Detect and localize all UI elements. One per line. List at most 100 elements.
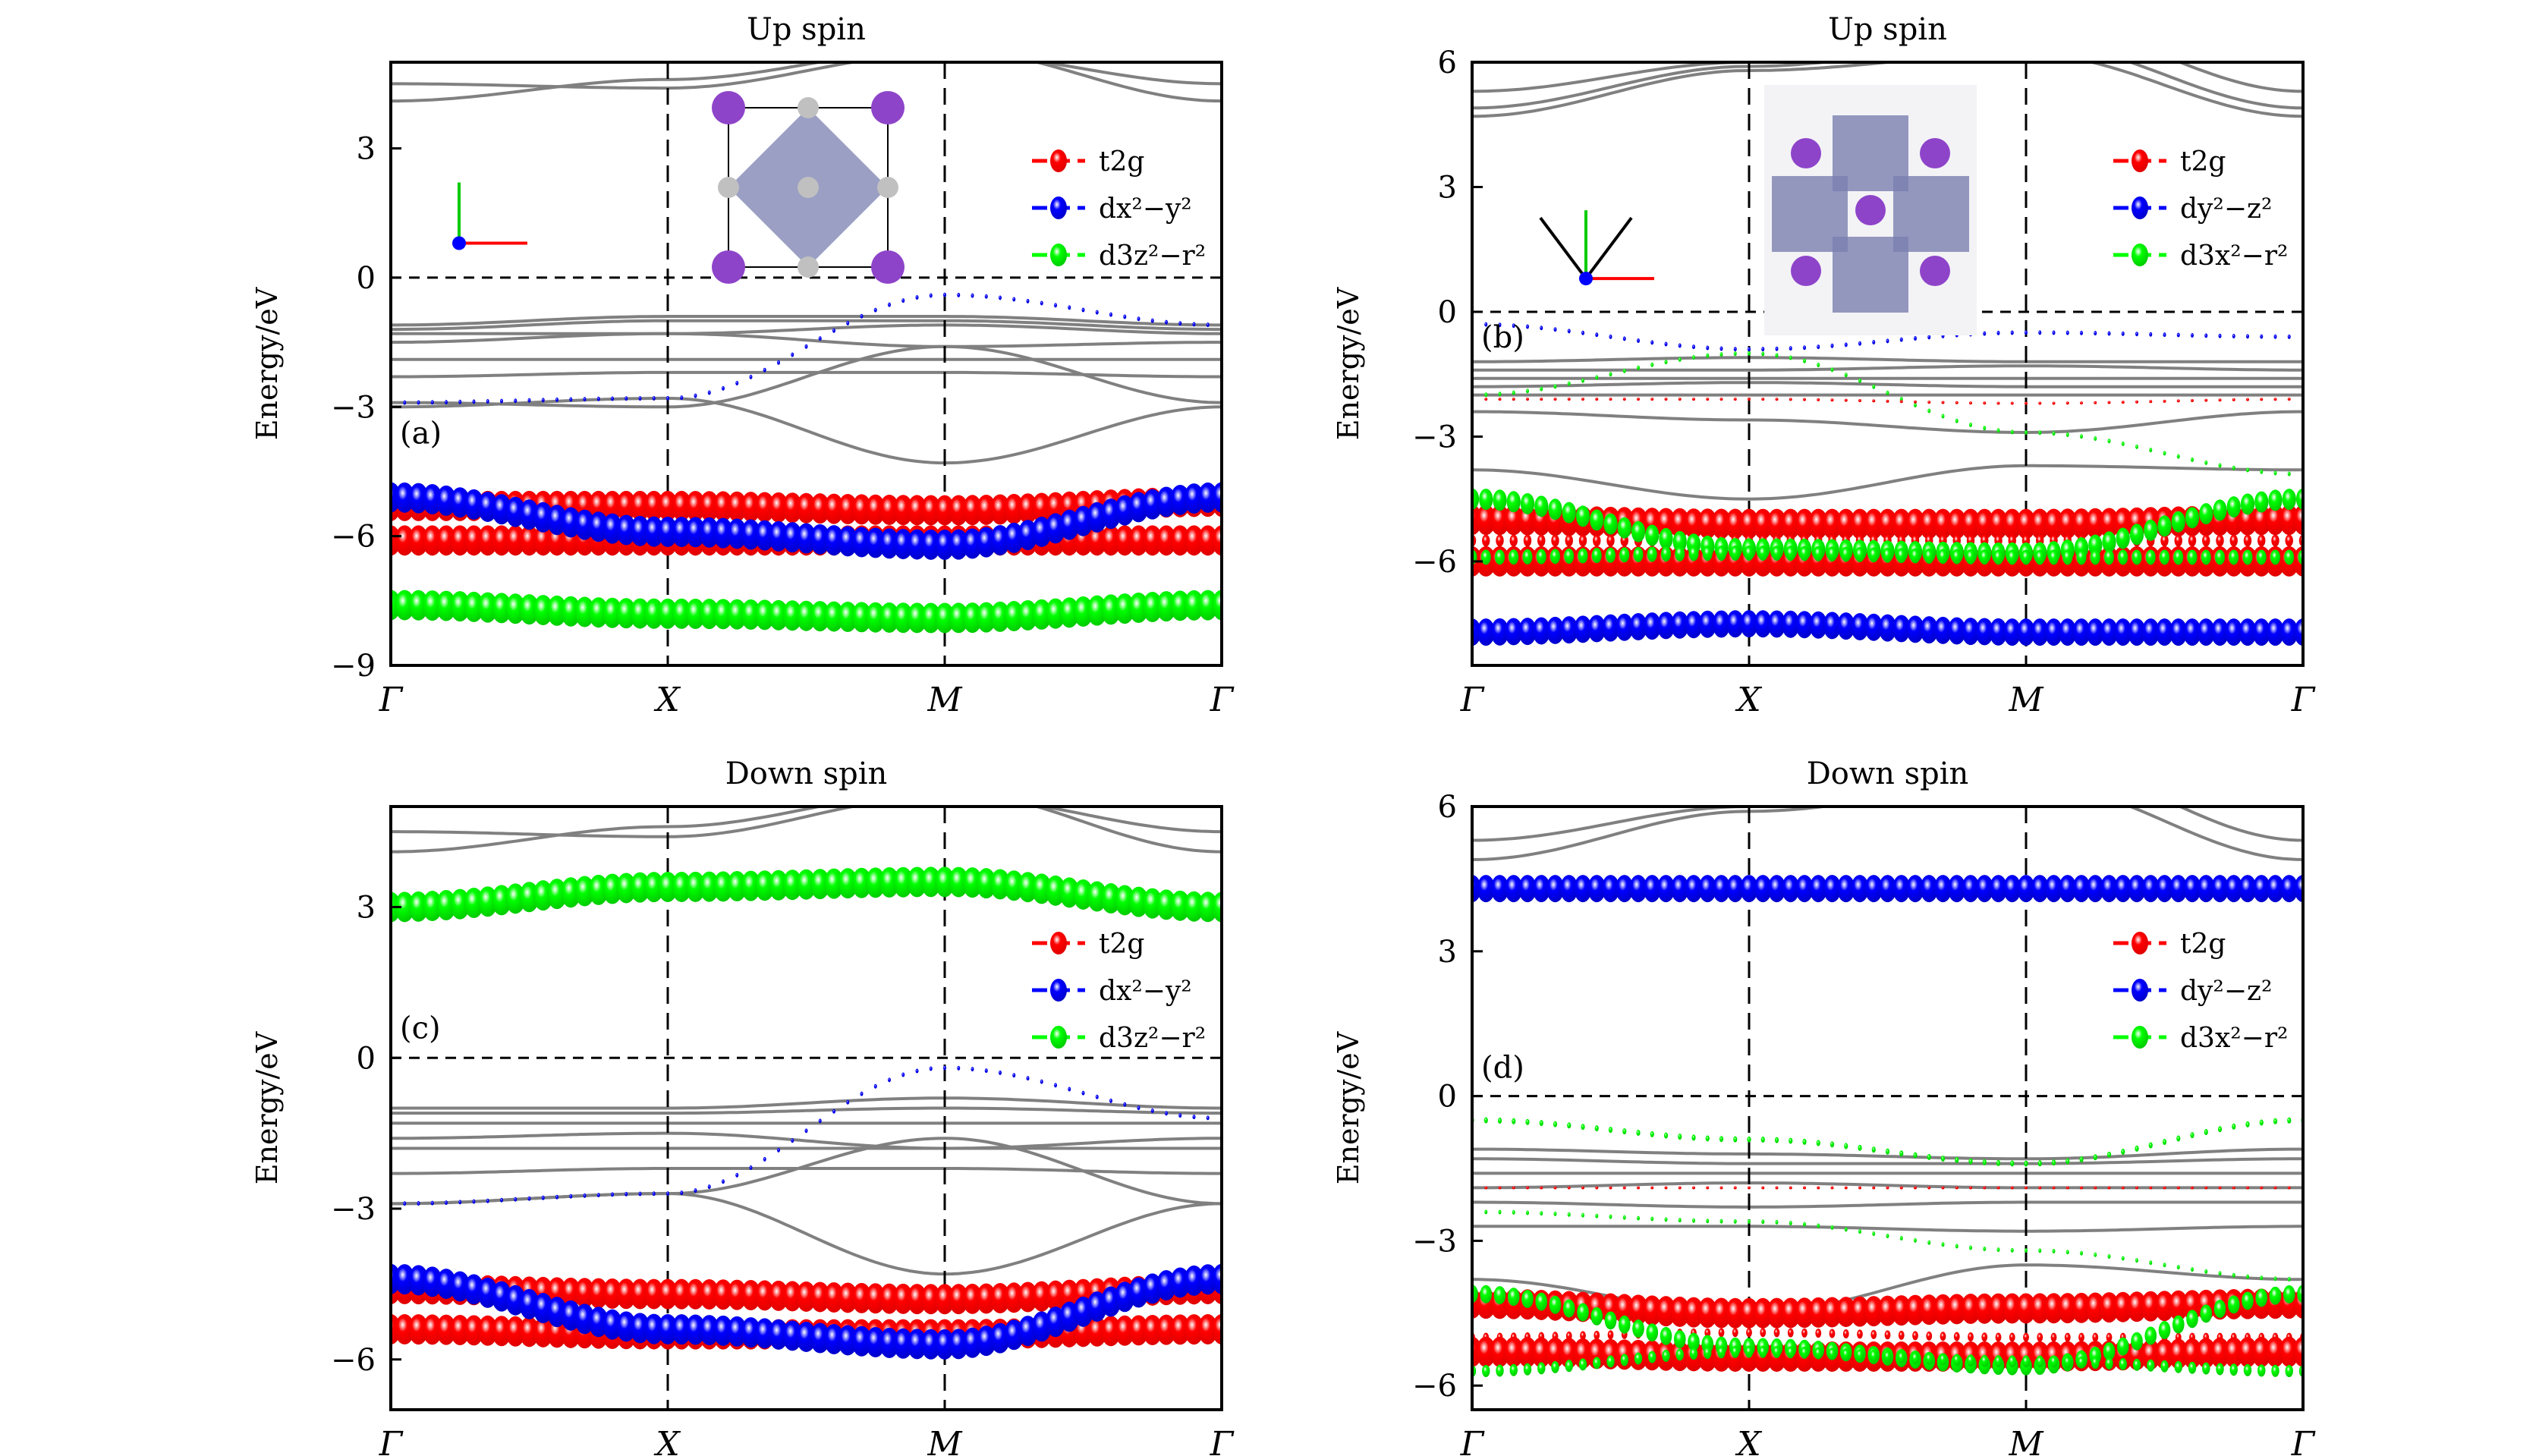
band-marker bbox=[1506, 491, 1521, 513]
band-marker bbox=[1212, 482, 1222, 513]
band-marker bbox=[1669, 546, 1690, 577]
band-marker bbox=[713, 1279, 733, 1310]
band-marker bbox=[1817, 1186, 1820, 1190]
band-marker bbox=[1885, 1148, 1890, 1155]
band-marker bbox=[949, 1284, 969, 1315]
band-marker bbox=[2031, 618, 2049, 646]
band-marker bbox=[1780, 1297, 1801, 1329]
band-marker bbox=[2160, 534, 2169, 547]
band-marker bbox=[907, 866, 927, 898]
band-marker bbox=[450, 1314, 470, 1345]
gray-band bbox=[391, 315, 1222, 327]
band-marker bbox=[2238, 1337, 2257, 1368]
band-marker bbox=[1165, 319, 1168, 325]
band-marker bbox=[962, 1283, 983, 1314]
band-marker bbox=[2077, 1356, 2086, 1369]
plot-area bbox=[1472, 807, 2303, 1410]
band-marker bbox=[2155, 875, 2174, 903]
band-marker bbox=[1844, 373, 1848, 378]
band-marker bbox=[2283, 1285, 2295, 1303]
gray-band bbox=[391, 807, 1222, 838]
band-marker bbox=[555, 397, 558, 402]
band-marker bbox=[672, 490, 692, 521]
band-marker bbox=[574, 1278, 595, 1309]
band-marker bbox=[1609, 1214, 1612, 1219]
band-marker bbox=[935, 602, 955, 634]
band-marker bbox=[2016, 1293, 2036, 1324]
band-marker bbox=[2246, 398, 2249, 401]
gray-band bbox=[1472, 1200, 2303, 1209]
band-marker bbox=[2191, 457, 2194, 462]
band-marker bbox=[1905, 508, 1925, 539]
band-marker bbox=[2202, 534, 2210, 547]
atom-icon bbox=[798, 177, 819, 198]
band-marker bbox=[1581, 378, 1584, 383]
band-marker bbox=[2038, 1186, 2042, 1190]
band-marker bbox=[1509, 1363, 1518, 1376]
band-marker bbox=[741, 492, 761, 523]
atom-icon bbox=[871, 91, 905, 124]
band-marker bbox=[1851, 875, 1869, 903]
legend-label: t2g bbox=[2180, 146, 2226, 178]
band-marker bbox=[2106, 1332, 2113, 1342]
band-marker bbox=[999, 295, 1002, 300]
legend-marker bbox=[2132, 1026, 2148, 1049]
band-marker bbox=[2121, 1256, 2125, 1261]
band-marker bbox=[1609, 334, 1612, 339]
band-marker bbox=[2232, 334, 2235, 339]
band-marker bbox=[1711, 1297, 1732, 1329]
band-marker bbox=[2287, 398, 2291, 401]
band-marker bbox=[949, 866, 969, 898]
band-marker bbox=[1672, 530, 1687, 552]
band-marker bbox=[1184, 1314, 1204, 1345]
band-marker bbox=[2273, 1186, 2277, 1190]
band-marker bbox=[1725, 508, 1745, 539]
band-marker bbox=[1870, 1350, 1878, 1363]
band-marker bbox=[1503, 505, 1524, 536]
band-marker bbox=[1573, 1338, 1593, 1369]
band-marker bbox=[2099, 508, 2119, 539]
band-marker bbox=[2176, 454, 2180, 459]
band-marker bbox=[824, 868, 844, 899]
band-marker bbox=[616, 1278, 637, 1310]
band-marker bbox=[1565, 1360, 1573, 1373]
band-marker bbox=[630, 515, 650, 546]
band-marker bbox=[1150, 318, 1154, 323]
band-marker bbox=[1878, 875, 1897, 903]
band-marker bbox=[1829, 1329, 1836, 1338]
band-marker bbox=[1748, 1219, 1751, 1224]
band-marker bbox=[976, 494, 996, 525]
band-marker bbox=[1814, 1347, 1823, 1360]
band-marker bbox=[1968, 1158, 1973, 1165]
band-marker bbox=[1712, 875, 1731, 903]
band-marker bbox=[1789, 1137, 1793, 1144]
gray-band bbox=[391, 1106, 1222, 1115]
band-marker bbox=[1004, 601, 1024, 632]
x-tick-label: Γ bbox=[1210, 1425, 1235, 1456]
band-marker bbox=[2229, 534, 2238, 547]
band-marker bbox=[1629, 612, 1647, 640]
band-marker bbox=[1479, 489, 1493, 511]
band-marker bbox=[791, 1138, 794, 1143]
band-marker bbox=[1564, 548, 1575, 564]
band-marker bbox=[754, 1318, 775, 1349]
legend-marker bbox=[2132, 244, 2148, 266]
band-marker bbox=[2213, 499, 2227, 521]
band-marker bbox=[727, 1316, 747, 1347]
band-marker bbox=[2009, 1332, 2015, 1342]
band-marker bbox=[492, 525, 511, 556]
band-marker bbox=[1767, 610, 1786, 638]
band-marker bbox=[1539, 1120, 1543, 1127]
band-marker bbox=[2287, 1277, 2291, 1282]
band-marker bbox=[672, 517, 692, 548]
band-marker bbox=[1698, 610, 1716, 638]
band-marker bbox=[1955, 1244, 1959, 1249]
band-marker bbox=[1537, 1362, 1546, 1375]
band-marker bbox=[1650, 1186, 1654, 1190]
band-marker bbox=[2052, 401, 2056, 405]
gray-band bbox=[1472, 410, 2303, 435]
band-marker bbox=[754, 1280, 775, 1311]
band-marker bbox=[1775, 1219, 1779, 1225]
band-marker bbox=[2157, 515, 2172, 537]
band-marker bbox=[824, 493, 844, 524]
